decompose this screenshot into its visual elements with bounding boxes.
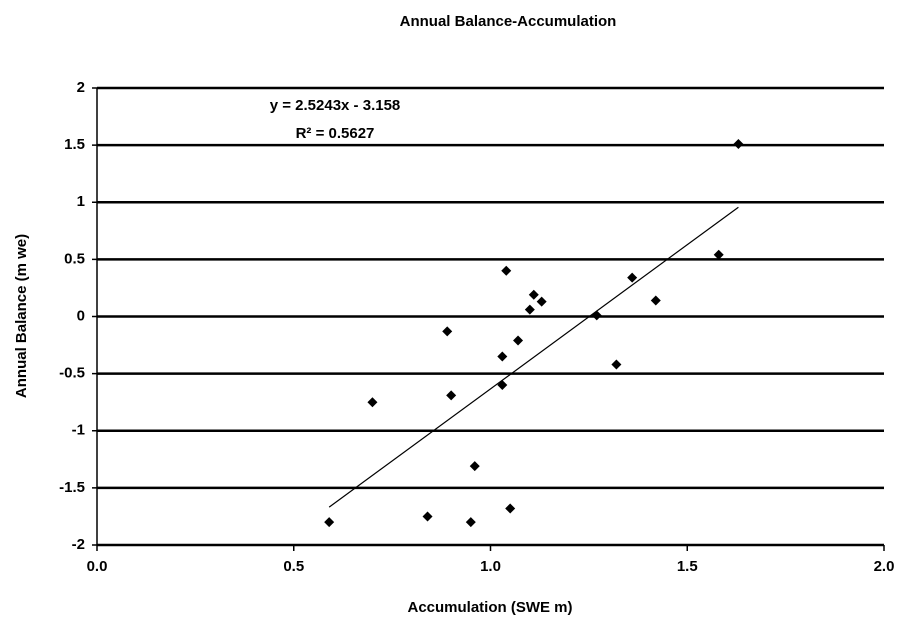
x-tick-label: 0.5 bbox=[283, 558, 304, 575]
point bbox=[469, 461, 480, 472]
y-tick-label: 1.5 bbox=[64, 136, 85, 153]
trendline-equation: y = 2.5243x - 3.158 bbox=[270, 97, 401, 114]
x-tick-label: 2.0 bbox=[874, 558, 895, 575]
point bbox=[422, 511, 433, 522]
point bbox=[324, 517, 335, 528]
point bbox=[536, 296, 547, 307]
point bbox=[733, 138, 744, 149]
point bbox=[591, 310, 602, 321]
point bbox=[446, 390, 457, 401]
y-tick-label: 0.5 bbox=[64, 250, 85, 267]
point bbox=[442, 326, 453, 337]
chart-title: Annual Balance-Accumulation bbox=[400, 13, 617, 30]
point bbox=[497, 380, 508, 391]
y-tick-label: -2 bbox=[72, 536, 85, 553]
point bbox=[524, 304, 535, 315]
x-tick-label: 0.0 bbox=[87, 558, 108, 575]
x-axis-label: Accumulation (SWE m) bbox=[407, 599, 572, 616]
y-tick-label: 0 bbox=[77, 307, 85, 324]
trendline-r2: R² = 0.5627 bbox=[296, 125, 375, 142]
point bbox=[513, 335, 524, 346]
point bbox=[465, 517, 476, 528]
point bbox=[528, 289, 539, 300]
point bbox=[627, 272, 638, 283]
point bbox=[501, 265, 512, 276]
x-tick-label: 1.0 bbox=[480, 558, 501, 575]
point bbox=[505, 503, 516, 514]
y-tick-label: 2 bbox=[77, 79, 85, 96]
y-axis-label: Annual Balance (m we) bbox=[13, 234, 30, 398]
point bbox=[713, 249, 724, 260]
y-tick-label: -1 bbox=[72, 422, 85, 439]
y-tick-label: -0.5 bbox=[59, 365, 85, 382]
y-tick-label: 1 bbox=[77, 193, 85, 210]
trendline bbox=[328, 206, 739, 508]
point bbox=[497, 351, 508, 362]
point bbox=[650, 295, 661, 306]
point bbox=[367, 397, 378, 408]
y-tick-label: -1.5 bbox=[59, 479, 85, 496]
x-tick-label: 1.5 bbox=[677, 558, 698, 575]
point bbox=[611, 359, 622, 370]
